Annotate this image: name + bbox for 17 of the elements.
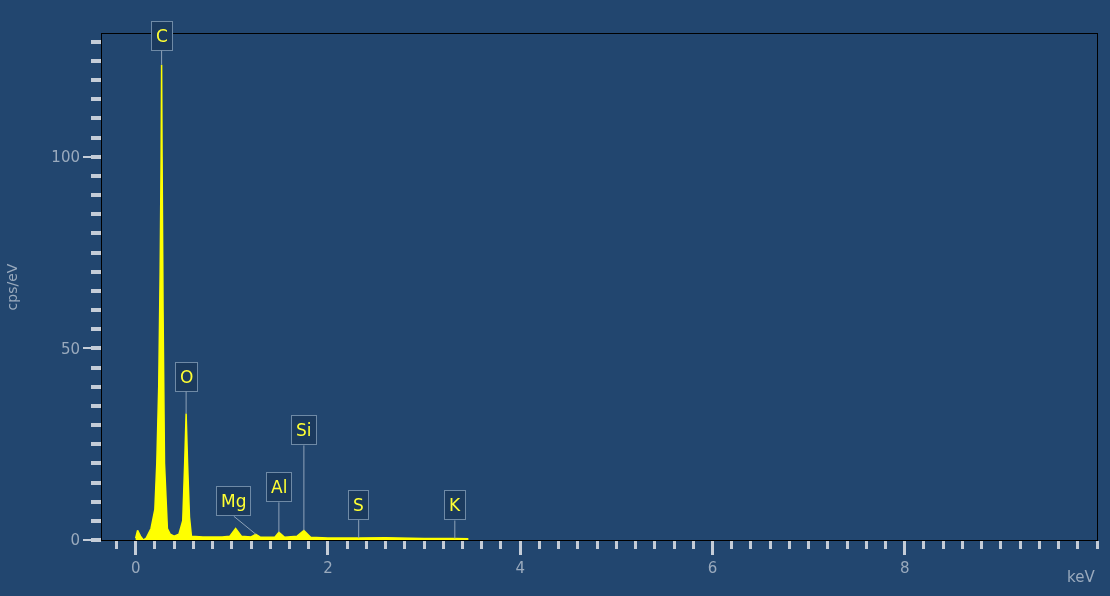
x-tick-label: 8: [899, 559, 910, 577]
y-axis-title: cps/eV: [3, 263, 20, 311]
annotation: O: [180, 367, 194, 387]
annotation: K: [449, 495, 461, 515]
annotation: C: [156, 26, 168, 46]
annotation: S: [353, 495, 364, 515]
y-tick-label: 0: [70, 531, 80, 550]
x-tick-label: 0: [130, 559, 141, 577]
annotation: Mg: [221, 491, 247, 511]
y-tick-label: 50: [60, 339, 80, 358]
x-axis-title: keV: [1067, 568, 1096, 586]
x-tick-label: 6: [707, 559, 718, 577]
x-tick-label: 4: [515, 559, 525, 577]
x-tick-label: 2: [323, 559, 333, 577]
y-tick-label: 100: [51, 147, 80, 166]
annotation: Si: [296, 420, 312, 440]
annotation: Al: [271, 477, 288, 497]
